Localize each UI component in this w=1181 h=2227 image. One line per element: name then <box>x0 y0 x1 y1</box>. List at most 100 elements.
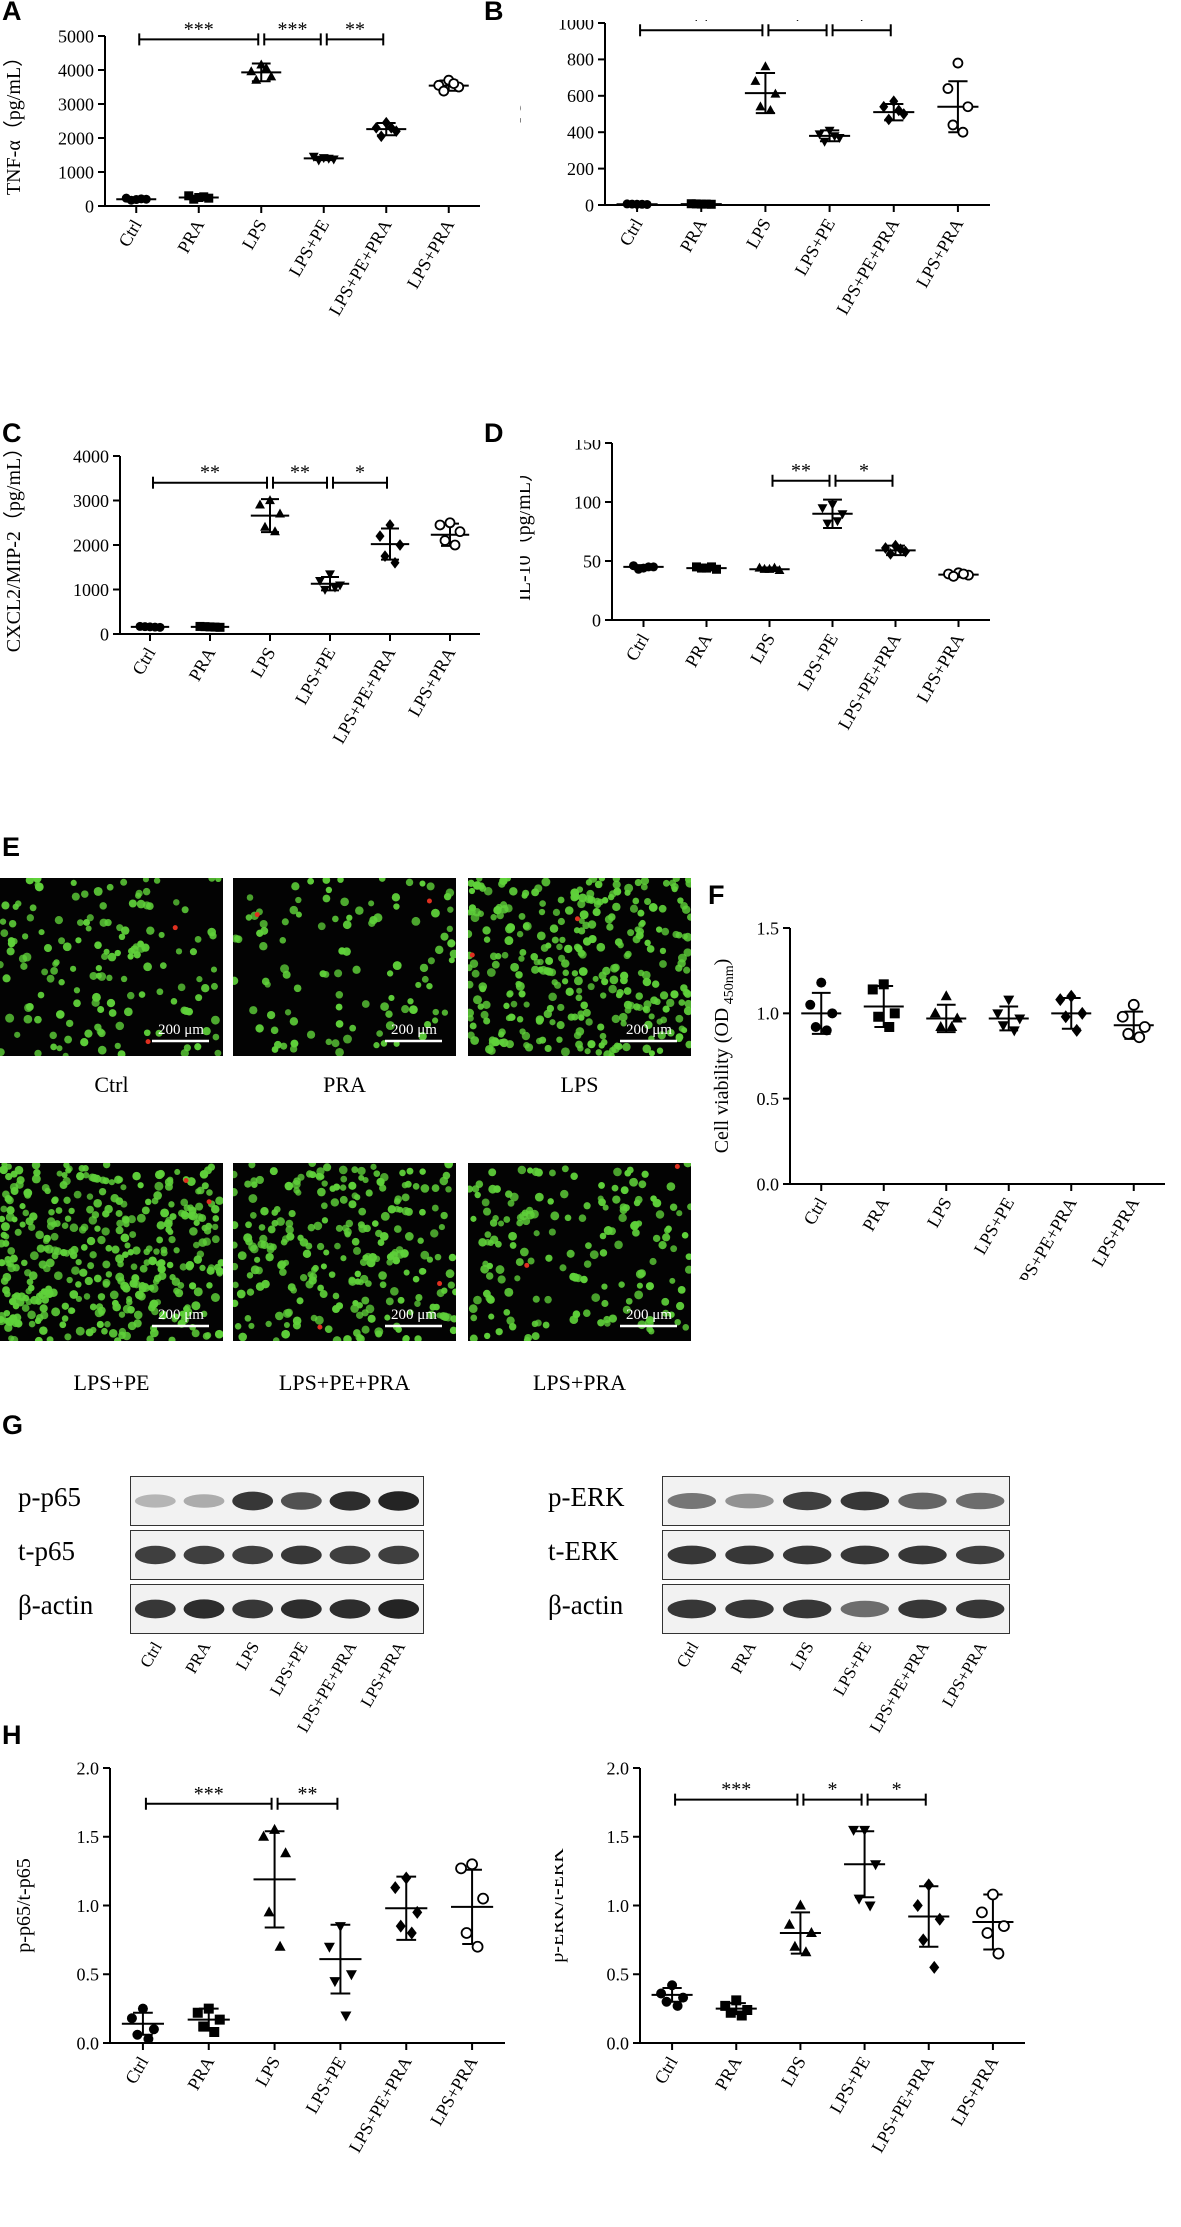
live-cell <box>434 1253 442 1261</box>
live-cell <box>440 932 449 941</box>
live-cell <box>583 1260 592 1268</box>
data-point <box>894 104 904 117</box>
data-point <box>929 1960 940 1974</box>
live-cell <box>431 908 440 918</box>
live-cell <box>258 1224 266 1231</box>
blot-band <box>280 1492 322 1510</box>
data-point <box>448 78 460 89</box>
live-cell <box>567 1013 575 1021</box>
x-tick-label: LPS+PRA <box>912 215 967 291</box>
data-point <box>884 113 894 126</box>
live-cell <box>196 976 203 983</box>
live-cell <box>85 925 92 932</box>
live-cell <box>122 1284 131 1293</box>
live-cell <box>41 1296 50 1304</box>
live-cell <box>675 964 683 972</box>
live-cell <box>317 1187 326 1197</box>
live-cell <box>355 1333 364 1341</box>
live-cell <box>289 905 299 915</box>
live-cell <box>578 893 588 903</box>
live-cell <box>570 1172 578 1180</box>
live-cell <box>159 962 167 969</box>
live-cell <box>248 1322 255 1330</box>
live-cell <box>549 924 559 933</box>
live-cell <box>489 1235 499 1245</box>
live-cell <box>177 1281 185 1289</box>
x-tick-label: LPS+PE+PRA <box>328 644 399 747</box>
live-cell <box>102 1210 110 1218</box>
live-cell <box>640 878 650 885</box>
data-point <box>280 1847 292 1858</box>
live-cell <box>98 1187 107 1196</box>
live-cell <box>260 1207 269 1216</box>
live-cell <box>637 1269 647 1278</box>
live-cell <box>577 949 586 957</box>
x-tick-label: Ctrl <box>615 215 646 249</box>
live-cell <box>659 947 667 955</box>
live-cell <box>106 998 116 1008</box>
significance-label: * <box>859 460 869 482</box>
data-point <box>889 95 899 108</box>
live-cell <box>585 1018 593 1026</box>
live-cell <box>305 1242 313 1250</box>
data-point <box>951 1012 963 1023</box>
live-cell <box>681 933 688 940</box>
live-cell <box>331 1039 340 1048</box>
data-point <box>263 1906 275 1917</box>
live-cell <box>536 931 546 941</box>
data-point <box>143 2033 154 2044</box>
live-cell <box>504 1287 514 1297</box>
live-cell <box>519 949 527 956</box>
live-cell <box>288 1209 296 1218</box>
data-point <box>260 521 270 531</box>
x-tick-label: LPS+PE <box>301 2053 349 2117</box>
live-cell <box>143 1248 151 1256</box>
x-tick-label: LPS+PRA <box>947 2053 1002 2129</box>
live-cell <box>681 1231 689 1239</box>
live-cell <box>601 897 609 904</box>
live-cell <box>525 1210 535 1220</box>
live-cell <box>564 1214 572 1222</box>
y-tick-label: 1.0 <box>757 1004 780 1024</box>
live-cell <box>321 1217 329 1224</box>
chart-il-6: 0 200 400 600 800 1000 IL-6（pg/mL） Ctrl PRA LPS LP… <box>520 20 990 318</box>
live-cell <box>250 1244 259 1254</box>
data-point <box>712 564 721 574</box>
live-cell <box>393 1225 402 1233</box>
live-cell <box>666 998 675 1008</box>
live-cell <box>524 1043 534 1052</box>
live-cell <box>42 1245 50 1252</box>
data-point <box>706 199 716 209</box>
blot-band <box>725 1493 774 1509</box>
significance-label: ** <box>345 20 365 40</box>
live-cell <box>486 968 496 977</box>
live-cell <box>393 903 400 910</box>
live-cell <box>530 952 539 961</box>
live-cell <box>519 1028 526 1035</box>
data-point <box>755 101 766 111</box>
live-cell <box>572 1310 581 1319</box>
live-cell <box>319 970 327 978</box>
live-cell <box>588 878 598 883</box>
live-cell <box>293 1187 300 1194</box>
live-cell <box>129 1231 137 1239</box>
data-point <box>438 85 450 97</box>
live-cell <box>401 1005 410 1014</box>
live-cell <box>246 894 254 901</box>
x-tick-label: LPS+PRA <box>913 630 968 706</box>
data-point <box>667 1980 678 1991</box>
live-cell <box>205 1222 213 1230</box>
live-cell <box>565 987 574 997</box>
live-cell <box>99 1176 107 1184</box>
live-cell <box>332 1292 340 1300</box>
data-point <box>935 1020 947 1031</box>
live-cell <box>156 988 164 996</box>
data-point <box>1060 1010 1071 1024</box>
data-point <box>205 622 215 632</box>
live-cell <box>537 966 544 973</box>
live-cell <box>283 1321 290 1328</box>
live-cell <box>404 1232 414 1241</box>
live-cell <box>249 1212 257 1219</box>
live-cell <box>48 1208 55 1216</box>
live-cell <box>19 1221 26 1228</box>
